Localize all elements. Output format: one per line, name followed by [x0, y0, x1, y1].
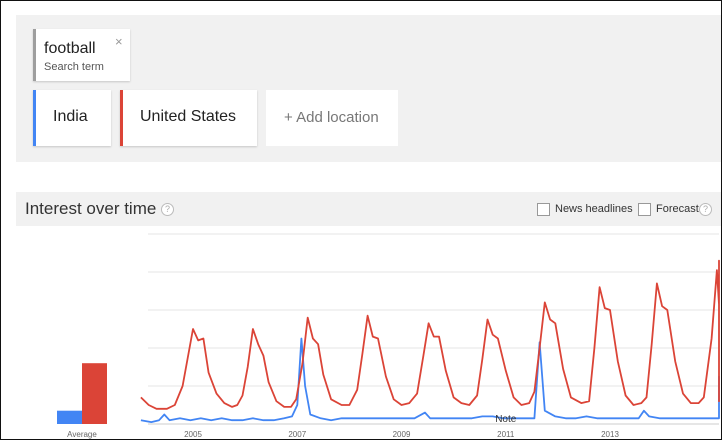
add-location-button[interactable]: + Add location: [266, 90, 398, 146]
average-bar-united-states: [82, 363, 107, 424]
series-line-united-states: [140, 259, 720, 410]
news-headlines-checkbox[interactable]: [537, 203, 550, 216]
average-bar-india: [57, 410, 82, 424]
comparison-panel: football Search term × India United Stat…: [16, 15, 721, 162]
location-chip-united-states[interactable]: United States: [120, 90, 257, 146]
help-icon[interactable]: ?: [161, 203, 174, 216]
interest-over-time-chart: Average 2005 2007 2009 2011 2013 Note: [57, 233, 720, 439]
add-location-label[interactable]: + Add location: [284, 109, 379, 126]
location-label-united-states[interactable]: United States: [140, 108, 237, 125]
section-title: Interest over time: [25, 199, 157, 218]
search-term-chip[interactable]: football Search term ×: [33, 29, 130, 81]
note-marker-label: Note: [495, 414, 517, 425]
forecast-help-icon[interactable]: ?: [699, 203, 712, 216]
remove-term-close-icon[interactable]: ×: [115, 34, 123, 49]
x-tick-label: 2007: [288, 430, 306, 439]
forecast-checkbox[interactable]: [638, 203, 651, 216]
search-term-sublabel: Search term: [44, 61, 104, 73]
location-label-india[interactable]: India: [53, 108, 88, 125]
x-tick-label: 2013: [601, 430, 619, 439]
interest-over-time-header: Interest over time ? News headlines Fore…: [16, 192, 721, 226]
average-label: Average: [67, 430, 97, 439]
news-headlines-label[interactable]: News headlines: [555, 203, 633, 215]
x-tick-label: 2005: [184, 430, 202, 439]
search-term-text[interactable]: football: [44, 40, 96, 57]
x-tick-label: 2009: [393, 430, 411, 439]
forecast-label[interactable]: Forecast: [656, 203, 699, 215]
series-line-india: [140, 337, 720, 423]
x-tick-label: 2011: [497, 430, 515, 439]
location-chip-india[interactable]: India: [33, 90, 111, 146]
